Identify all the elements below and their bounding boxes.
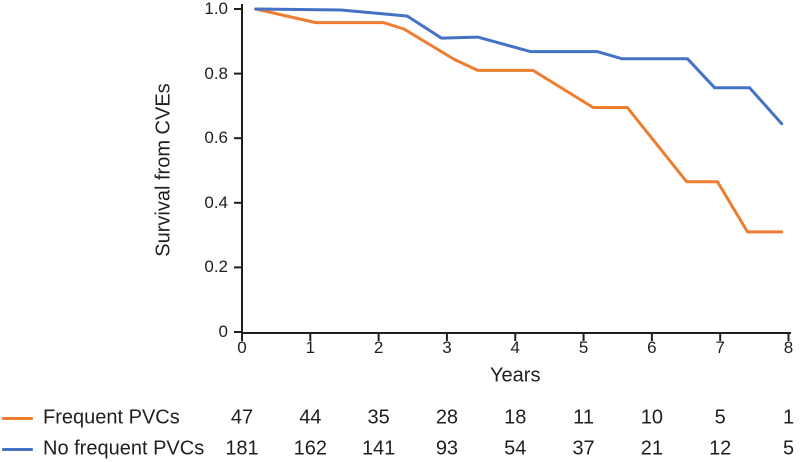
y-tick-label: 0.6 xyxy=(204,128,228,148)
at-risk-count: 11 xyxy=(573,406,594,429)
x-axis-title: Years xyxy=(490,364,541,387)
legend-label-frequent-pvcs: Frequent PVCs xyxy=(43,406,180,429)
x-tick-label: 7 xyxy=(715,338,725,357)
x-tick-label: 3 xyxy=(442,338,452,357)
x-tick-label: 6 xyxy=(647,338,657,357)
at-risk-count: 181 xyxy=(225,437,259,460)
at-risk-count: 12 xyxy=(709,437,732,460)
x-tick-label: 8 xyxy=(783,338,794,357)
x-tick-label: 0 xyxy=(237,338,247,357)
at-risk-count: 1 xyxy=(782,406,795,429)
at-risk-count: 141 xyxy=(361,437,396,460)
at-risk-count: 162 xyxy=(293,437,327,460)
x-tick-label: 4 xyxy=(510,338,520,357)
legend-label-no-frequent-pvcs: No frequent PVCs xyxy=(43,437,205,460)
at-risk-count: 93 xyxy=(435,437,459,460)
at-risk-count: 37 xyxy=(572,437,595,460)
x-tick-label: 5 xyxy=(578,338,589,357)
no-frequent-pvcs-line-swatch xyxy=(2,447,33,451)
at-risk-count: 47 xyxy=(230,406,254,429)
at-risk-count: 5 xyxy=(782,437,795,460)
y-tick-label: 0.2 xyxy=(204,257,228,277)
x-tick-label: 2 xyxy=(373,338,384,357)
y-tick-label: 0.4 xyxy=(204,192,228,212)
at-risk-count: 28 xyxy=(435,406,459,429)
at-risk-count: 54 xyxy=(504,437,527,460)
at-risk-count: 44 xyxy=(299,406,322,429)
y-axis-title: Survival from CVEs xyxy=(152,83,175,257)
x-tick-label: 1 xyxy=(305,338,316,357)
y-tick-label: 1.0 xyxy=(204,0,228,18)
at-risk-count: 10 xyxy=(640,406,663,429)
frequent-pvcs-line-swatch xyxy=(2,416,33,420)
at-risk-count: 21 xyxy=(640,437,663,460)
y-tick-label: 0.8 xyxy=(204,63,228,83)
y-tick-label: 0 xyxy=(218,322,228,341)
at-risk-count: 5 xyxy=(714,406,726,429)
no-frequent-pvcs-curve xyxy=(254,7,784,126)
at-risk-count: 18 xyxy=(504,406,527,429)
frequent-pvcs-curve xyxy=(254,7,784,234)
at-risk-count: 35 xyxy=(367,406,390,429)
